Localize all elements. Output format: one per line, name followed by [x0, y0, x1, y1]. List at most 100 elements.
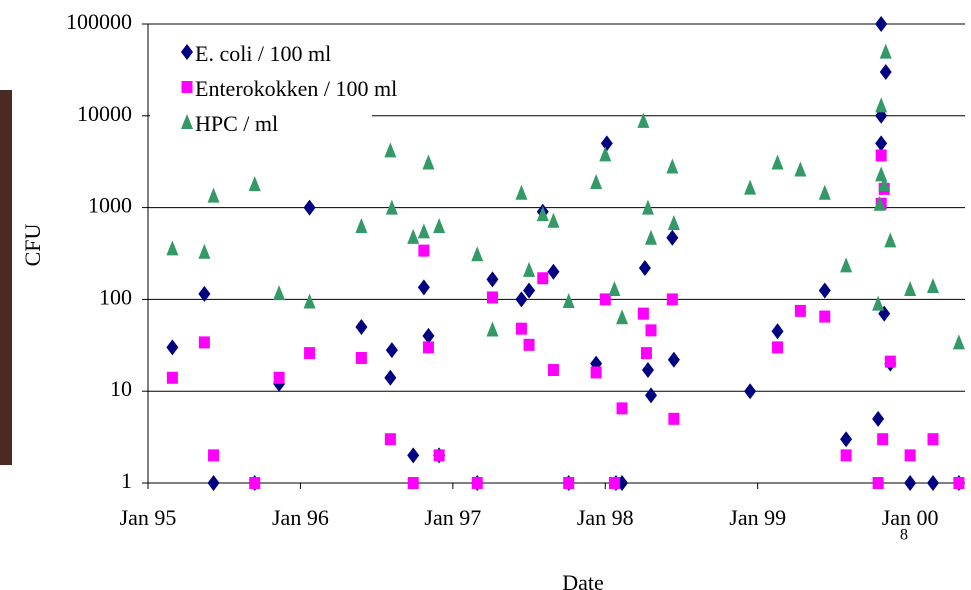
point: [877, 433, 889, 446]
point: [407, 447, 420, 464]
point: [547, 263, 560, 280]
point: [645, 387, 658, 404]
x-tick-label: Jan 97: [424, 505, 481, 530]
point: [904, 449, 916, 462]
point: [417, 279, 430, 296]
photo-edge: [0, 90, 12, 465]
point: [875, 97, 888, 113]
point: [638, 259, 651, 276]
slide-number: 8: [900, 527, 908, 544]
point: [355, 319, 368, 336]
point: [471, 477, 483, 489]
point: [637, 307, 649, 320]
point: [818, 184, 831, 200]
point: [879, 43, 892, 59]
point: [771, 154, 784, 170]
point: [249, 477, 261, 489]
point: [818, 282, 831, 299]
point: [385, 199, 398, 215]
point: [384, 433, 396, 446]
point: [355, 218, 368, 234]
point: [207, 187, 220, 203]
point: [904, 280, 917, 296]
point: [515, 184, 528, 200]
point: [599, 146, 612, 162]
y-axis-label: CFU: [20, 223, 45, 266]
point: [166, 339, 179, 356]
y-tick-label: 10: [110, 376, 132, 401]
point: [166, 240, 179, 256]
point: [486, 291, 498, 304]
point: [523, 338, 535, 351]
x-tick-label: Jan 95: [120, 505, 177, 530]
point: [878, 176, 891, 192]
point: [884, 355, 896, 368]
y-tick-label: 1000: [88, 193, 132, 218]
point: [422, 327, 435, 344]
point: [772, 341, 784, 354]
point: [208, 449, 220, 462]
legend-label: HPC / ml: [195, 111, 278, 136]
point: [794, 304, 806, 317]
point: [952, 334, 965, 350]
point: [872, 477, 884, 489]
point: [668, 412, 680, 425]
point: [645, 324, 657, 337]
point: [273, 285, 286, 301]
legend-marker: [181, 81, 193, 93]
point: [840, 257, 853, 273]
point: [198, 285, 211, 302]
point: [198, 243, 211, 259]
point: [407, 477, 419, 489]
point: [926, 277, 939, 293]
point: [547, 364, 559, 377]
point: [471, 246, 484, 262]
point: [904, 475, 917, 491]
point: [667, 351, 680, 368]
y-tick-label: 100: [99, 284, 132, 309]
point: [926, 475, 939, 491]
point: [273, 371, 285, 384]
point: [641, 199, 654, 215]
point: [384, 369, 397, 386]
legend-label: E. coli / 100 ml: [195, 41, 331, 66]
point: [637, 112, 650, 128]
point: [600, 135, 613, 152]
point: [879, 64, 892, 81]
point: [207, 475, 220, 491]
point: [875, 135, 888, 152]
point: [666, 158, 679, 174]
point: [523, 282, 536, 299]
point: [547, 212, 560, 228]
point: [355, 351, 367, 364]
point: [872, 410, 885, 427]
point: [384, 142, 397, 158]
y-tick-label: 10000: [77, 101, 132, 126]
point: [563, 477, 575, 489]
point: [840, 431, 853, 448]
y-tick-label: 100000: [66, 9, 132, 34]
point: [304, 347, 316, 360]
y-tick-label: 1: [121, 468, 132, 493]
point: [641, 362, 654, 379]
point: [875, 16, 888, 32]
point: [744, 383, 757, 400]
point: [771, 323, 784, 340]
point: [645, 229, 658, 245]
point: [953, 477, 965, 489]
point: [418, 244, 430, 257]
point: [417, 223, 430, 239]
x-axis-label: Date: [562, 570, 604, 590]
point: [248, 176, 261, 192]
point: [794, 161, 807, 177]
x-tick-label: Jan 96: [272, 505, 329, 530]
point: [166, 371, 178, 384]
point: [590, 174, 603, 190]
point: [433, 449, 445, 462]
point: [599, 293, 611, 306]
point: [422, 154, 435, 170]
point: [744, 179, 757, 195]
point: [515, 322, 527, 335]
point: [640, 347, 652, 360]
legend-marker: [181, 44, 193, 60]
